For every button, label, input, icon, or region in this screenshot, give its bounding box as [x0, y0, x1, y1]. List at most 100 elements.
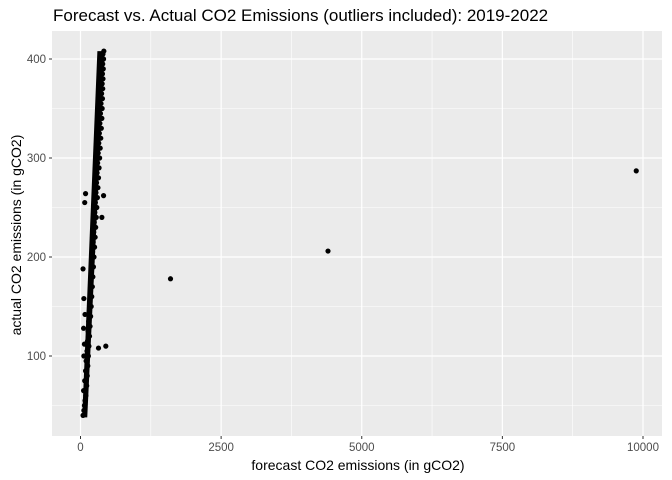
data-point — [89, 284, 95, 290]
data-point-outlier — [325, 248, 331, 254]
data-point — [97, 145, 103, 151]
data-point — [100, 76, 106, 82]
data-point — [99, 214, 105, 220]
data-point — [97, 110, 104, 117]
x-tick-label: 7500 — [490, 442, 516, 454]
data-point — [82, 199, 88, 206]
data-point — [96, 130, 102, 136]
data-point — [93, 214, 99, 220]
data-point — [95, 160, 101, 166]
data-point — [96, 165, 102, 171]
data-point — [94, 170, 100, 176]
data-point — [94, 204, 100, 211]
data-point — [81, 353, 87, 359]
data-point — [90, 274, 96, 280]
data-point — [92, 209, 98, 216]
data-point — [100, 61, 106, 67]
data-point — [100, 193, 107, 199]
data-point — [89, 294, 95, 300]
data-point — [101, 48, 107, 54]
data-point — [80, 412, 86, 418]
data-point — [99, 105, 105, 112]
data-point — [91, 219, 97, 225]
data-point — [85, 328, 91, 334]
data-point — [92, 234, 98, 240]
y-tick-label: 300 — [27, 153, 46, 165]
data-point — [81, 407, 87, 414]
y-tick-label: 200 — [27, 252, 46, 264]
data-point — [98, 91, 105, 97]
y-tick-label: 400 — [27, 54, 46, 66]
data-point — [83, 358, 89, 364]
data-point — [82, 191, 89, 197]
data-point — [82, 397, 88, 404]
x-tick-label: 10000 — [627, 442, 659, 454]
x-tick-label: 0 — [77, 442, 83, 454]
x-axis-title: forecast CO2 emissions (in gCO2) — [251, 457, 464, 473]
data-point — [98, 125, 104, 131]
data-point — [99, 81, 105, 87]
data-point — [93, 224, 99, 230]
data-point — [99, 96, 106, 102]
data-point — [99, 71, 106, 77]
x-axis-ticks: 0 2500 5000 7500 10000 — [77, 436, 659, 454]
data-point — [88, 303, 94, 310]
data-point — [94, 195, 100, 201]
data-point — [98, 135, 104, 141]
data-point — [87, 323, 93, 329]
data-point — [84, 383, 90, 389]
data-point — [99, 115, 105, 121]
data-point — [90, 264, 97, 270]
data-point-outlier — [167, 276, 174, 282]
grid-minor — [52, 31, 662, 436]
data-point — [103, 343, 109, 349]
data-point — [84, 348, 90, 354]
y-axis-ticks: 100 200 300 400 — [27, 54, 52, 363]
y-tick-label: 100 — [27, 351, 46, 363]
data-point — [85, 353, 91, 359]
data-point — [93, 180, 100, 186]
data-point — [88, 269, 95, 275]
data-points — [80, 48, 639, 418]
data-point — [82, 378, 88, 384]
data-point — [86, 308, 92, 315]
data-point — [85, 363, 91, 369]
data-point-outlier — [633, 168, 639, 174]
data-point — [91, 244, 98, 250]
data-point — [88, 279, 94, 285]
data-point — [80, 325, 87, 331]
data-point — [86, 343, 92, 349]
data-point — [95, 185, 101, 191]
data-point — [95, 150, 101, 156]
data-point — [95, 175, 102, 181]
chart-title: Forecast vs. Actual CO2 Emissions (outli… — [53, 6, 549, 25]
data-point — [84, 338, 91, 344]
data-point — [96, 140, 102, 146]
data-point — [97, 155, 103, 161]
data-point — [80, 388, 87, 394]
data-point — [91, 229, 97, 235]
data-point — [100, 56, 107, 62]
data-point — [95, 345, 102, 351]
data-point — [88, 313, 94, 319]
plot-panel — [52, 31, 662, 436]
data-point — [87, 289, 93, 295]
grid-major — [52, 31, 662, 436]
data-point — [83, 393, 89, 399]
data-point — [93, 190, 99, 196]
data-point — [100, 66, 106, 72]
x-tick-label: 5000 — [349, 442, 375, 454]
data-point — [81, 295, 87, 302]
data-point — [89, 259, 95, 265]
data-point — [91, 254, 97, 260]
data-point — [89, 249, 96, 255]
data-point — [90, 239, 96, 245]
data-point — [84, 373, 90, 379]
data-point — [82, 311, 88, 318]
data-point — [82, 368, 89, 374]
data-point — [98, 100, 104, 107]
y-axis-title: actual CO2 emissions (in gCO2) — [8, 135, 24, 336]
data-point — [97, 120, 103, 126]
data-point — [92, 199, 99, 206]
